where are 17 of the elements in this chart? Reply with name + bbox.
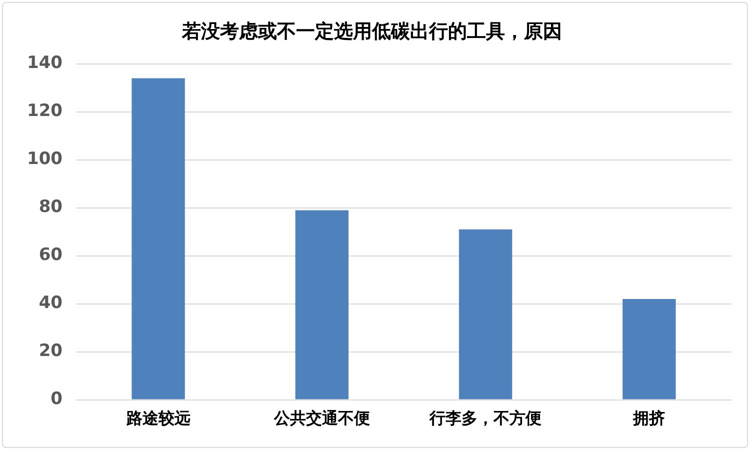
- x-tick-label: 行李多，不方便: [428, 408, 542, 428]
- y-tick-label: 80: [38, 197, 63, 218]
- y-tick-label: 140: [26, 53, 63, 74]
- bar: [622, 299, 676, 400]
- x-tick-label: 路途较远: [125, 408, 192, 428]
- chart-title: 若没考虑或不一定选用低碳出行的工具，原因: [181, 20, 562, 42]
- bar: [295, 210, 349, 400]
- y-tick-label: 120: [26, 101, 63, 122]
- y-tick-label: 40: [38, 293, 63, 314]
- bar: [132, 78, 185, 400]
- x-tick-label: 拥挤: [632, 408, 666, 428]
- x-tick-label: 公共交通不便: [272, 408, 370, 428]
- y-tick-label: 0: [50, 389, 63, 410]
- y-tick-label: 60: [38, 245, 63, 266]
- y-tick-label: 20: [38, 341, 63, 362]
- bar: [458, 229, 512, 400]
- y-tick-label: 100: [26, 149, 63, 170]
